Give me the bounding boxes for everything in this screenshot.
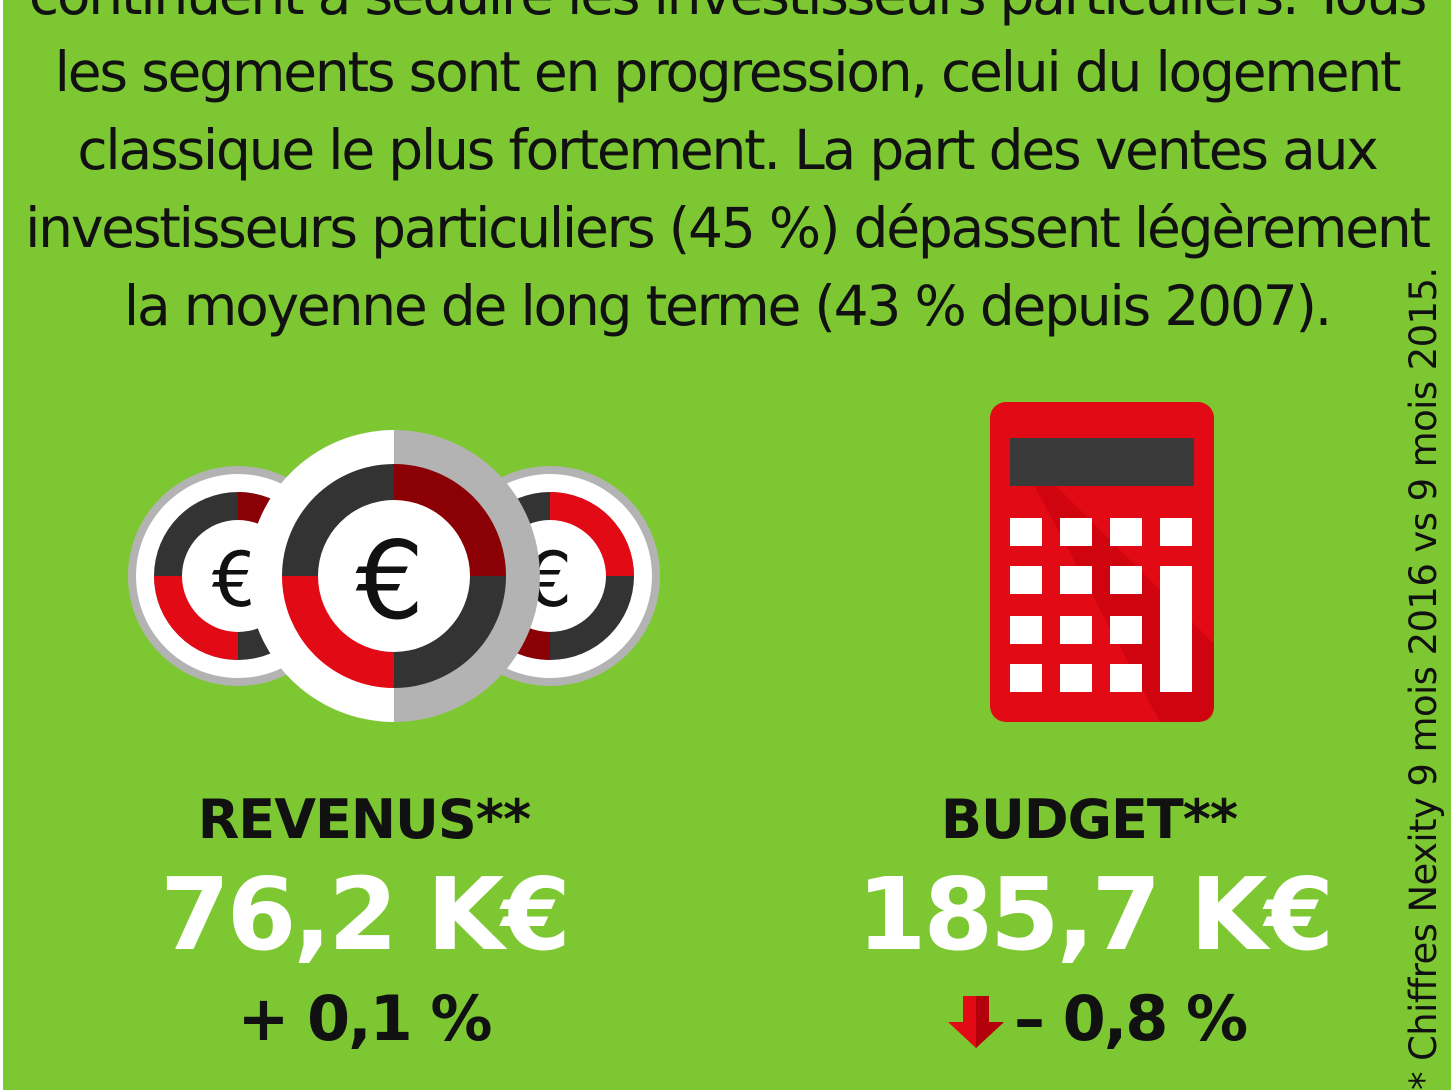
calculator-icon bbox=[990, 402, 1214, 722]
intro-line-2: les segments sont en progression, celui … bbox=[54, 40, 1402, 104]
coin-center: € bbox=[248, 430, 540, 722]
intro-line-4: investisseurs particuliers (45 %) dépass… bbox=[25, 196, 1431, 260]
budget-change: – 0,8 % bbox=[1014, 982, 1248, 1055]
intro-line-5: la moyenne de long terme (43 % depuis 20… bbox=[123, 274, 1332, 338]
down-arrow-icon bbox=[948, 996, 1004, 1048]
revenus-change: + 0,1 % bbox=[237, 982, 492, 1055]
budget-value: 185,7 K€ bbox=[856, 856, 1334, 973]
source-note: * Chiffres Nexity 9 mois 2016 vs 9 mois … bbox=[1402, 267, 1445, 1090]
euro-coins-icon: € € € bbox=[128, 430, 660, 722]
intro-line-3: classique le plus fortement. La part des… bbox=[77, 118, 1378, 182]
revenus-label: REVENUS** bbox=[197, 788, 532, 851]
budget-label: BUDGET** bbox=[940, 788, 1238, 851]
revenus-value: 76,2 K€ bbox=[160, 856, 571, 973]
svg-text:€: € bbox=[356, 519, 425, 644]
intro-line-1: continuent à séduire les investisseurs p… bbox=[0, 0, 1454, 34]
